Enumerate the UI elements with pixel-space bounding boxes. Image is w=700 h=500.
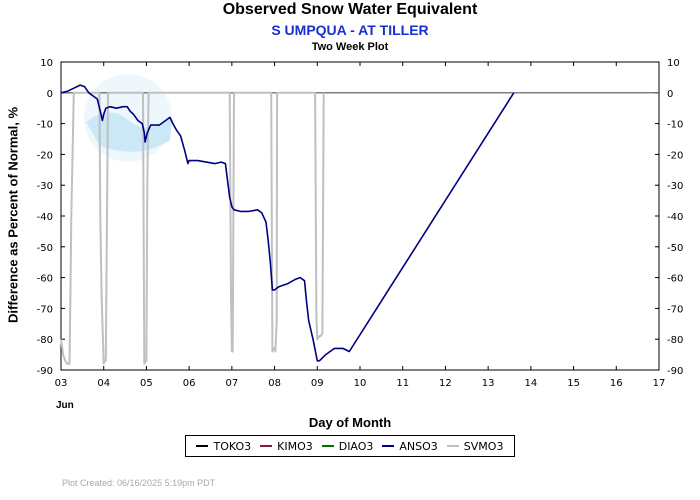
x-tick-label: 07 <box>225 378 238 389</box>
legend: TOKO3 KIMO3 DIAO3 ANSO3 SVMO3 <box>185 435 515 457</box>
legend-label: DIAO3 <box>338 439 374 453</box>
y-tick-label-right: 0 <box>667 89 673 100</box>
legend-swatch <box>382 445 395 447</box>
legend-swatch <box>260 445 273 447</box>
y-tick-label-right: -70 <box>667 304 683 315</box>
legend-swatch <box>321 445 334 447</box>
y-tick-label-right: -10 <box>667 120 683 131</box>
y-tick-label-left: -50 <box>37 243 53 254</box>
chart-subtitle: S UMPQUA - AT TILLER <box>271 22 429 38</box>
y-axis-label: Difference as Percent of Normal, % <box>5 106 21 324</box>
y-tick-label-left: -80 <box>37 335 53 346</box>
y-tick-label-left: -60 <box>37 274 53 285</box>
y-tick-label-left: -70 <box>37 304 53 315</box>
chart-subtitle-2: Two Week Plot <box>311 41 389 53</box>
y-tick-label-right: -50 <box>667 243 683 254</box>
legend-label: KIMO3 <box>277 439 313 453</box>
legend-label: TOKO3 <box>213 439 252 453</box>
x-tick-label: 12 <box>439 378 452 389</box>
x-tick-label: 14 <box>524 378 537 389</box>
x-tick-label: 15 <box>567 378 580 389</box>
y-tick-label-left: 0 <box>47 89 53 100</box>
x-tick-label: 09 <box>311 378 324 389</box>
y-tick-label-left: -20 <box>37 150 53 161</box>
y-tick-label-right: -40 <box>667 212 683 223</box>
y-tick-label-left: -40 <box>37 212 53 223</box>
x-axis-label: Day of Month <box>308 415 392 430</box>
plot-created-footer: Plot Created: 06/16/2025 5:19pm PDT <box>62 478 216 488</box>
y-tick-label-left: -30 <box>37 181 53 192</box>
legend-item-kimo3: KIMO3 <box>260 440 313 453</box>
y-tick-label-right: -30 <box>667 181 683 192</box>
legend-item-diao3: DIAO3 <box>321 439 374 453</box>
x-tick-label: 17 <box>653 378 666 389</box>
x-tick-label: 13 <box>482 378 495 389</box>
y-tick-label-left: -10 <box>37 120 53 131</box>
x-tick-label: 10 <box>354 378 367 389</box>
watermark-logo <box>84 74 172 162</box>
legend-label: SVMO3 <box>463 439 504 453</box>
series-line-svmo3 <box>60 91 325 365</box>
legend-item-svmo3: SVMO3 <box>446 439 504 453</box>
y-tick-label-left: 10 <box>40 58 53 69</box>
y-tick-label-right: -60 <box>667 274 683 285</box>
x-tick-label: 11 <box>396 378 409 389</box>
y-tick-label-right: -20 <box>667 150 683 161</box>
chart-title: Observed Snow Water Equivalent <box>222 1 478 18</box>
legend-swatch <box>196 445 209 447</box>
x-tick-label: 05 <box>140 378 153 389</box>
legend-item-toko3: TOKO3 <box>196 440 251 453</box>
y-tick-label-left: -90 <box>37 366 53 377</box>
y-tick-label-right: -80 <box>667 335 683 346</box>
x-tick-label: 04 <box>97 378 110 389</box>
y-tick-label-right: 10 <box>667 58 680 69</box>
legend-item-anso3: ANSO3 <box>382 439 438 453</box>
x-tick-label: 03 <box>55 378 68 389</box>
x-tick-label: 16 <box>610 378 623 389</box>
legend-label: ANSO3 <box>399 439 438 453</box>
x-tick-label: 06 <box>183 378 196 389</box>
series-line-anso3 <box>60 84 515 362</box>
legend-swatch <box>446 445 459 447</box>
y-tick-label-right: -90 <box>667 366 683 377</box>
x-tick-label: 08 <box>268 378 281 389</box>
month-label: Jun <box>56 400 74 411</box>
